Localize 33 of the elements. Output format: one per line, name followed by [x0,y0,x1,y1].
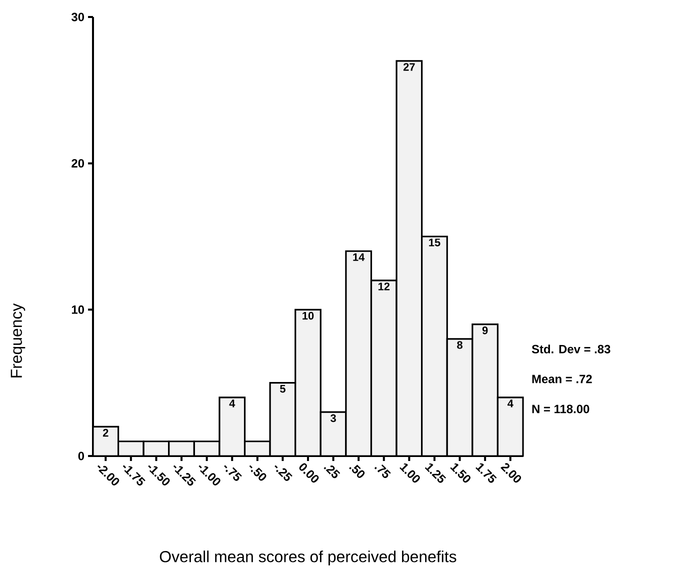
data-label: 3 [330,414,336,422]
y-tick-label: 30 [71,12,84,22]
x-axis-title: Overall mean scores of perceived benefits [160,550,456,566]
y-tick-label: 0 [78,452,84,460]
data-label: 4 [229,400,236,408]
data-label: 14 [353,253,365,261]
data-label: 8 [457,341,462,349]
x-tick-label: 1.75 [476,463,497,483]
y-tick-label: 10 [72,305,84,314]
x-tick-label: .25 [324,465,340,478]
x-tick-label: .75 [374,464,391,478]
x-tick-label: 1.25 [424,463,446,483]
x-tick-label: -.50 [249,465,266,481]
data-label: 27 [403,63,415,71]
data-label: 15 [429,238,440,246]
data-label: 5 [280,385,286,393]
y-axis-title: Frequency [10,303,26,378]
x-tick-label: -.75 [224,465,242,481]
text: Std. Dev = .83 [532,344,610,354]
x-tick-label: -.25 [274,465,292,481]
x-tick-label: 1.50 [450,463,470,483]
data-label: 2 [102,428,108,437]
data-label: 10 [302,312,314,320]
data-label: 9 [482,326,488,334]
text: N = 118.00 [532,404,590,414]
x-tick-label: 2.00 [500,463,522,483]
data-label: 4 [507,400,514,408]
x-tick-label: 1.00 [400,463,420,483]
data-label: 12 [378,282,390,290]
y-tick-label: 20 [72,159,84,168]
text: Mean = .72 [532,374,592,384]
x-tick-label: 0.00 [299,463,319,483]
x-tick-label: .50 [349,464,365,478]
